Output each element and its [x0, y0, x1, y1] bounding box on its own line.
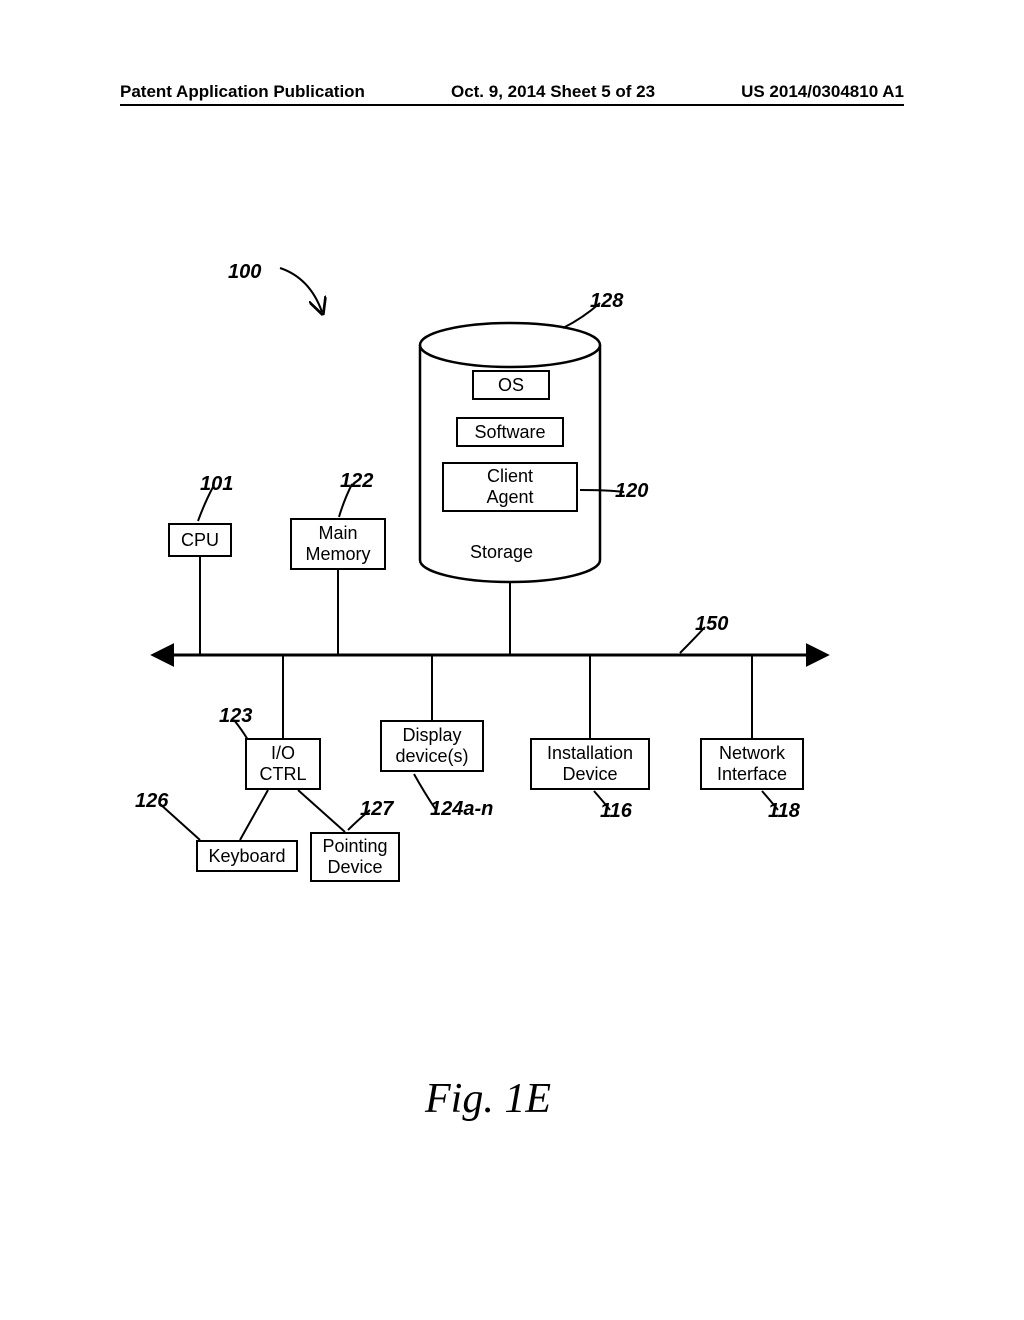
page-header: Patent Application Publication Oct. 9, 2… — [120, 82, 904, 106]
storage-label: Storage — [470, 542, 533, 563]
display-devices-box: Display device(s) — [380, 720, 484, 772]
keyboard-box: Keyboard — [196, 840, 298, 872]
cpu-box: CPU — [168, 523, 232, 557]
ref-101: 101 — [200, 473, 233, 496]
ref-150: 150 — [695, 613, 728, 636]
storage-software-box: Software — [456, 417, 564, 447]
storage-client-agent-box: Client Agent — [442, 462, 578, 512]
main-memory-box: Main Memory — [290, 518, 386, 570]
ref-100: 100 — [228, 261, 261, 284]
ref-123: 123 — [219, 705, 252, 728]
ref-120: 120 — [615, 480, 648, 503]
ref-126: 126 — [135, 790, 168, 813]
header-right: US 2014/0304810 A1 — [741, 82, 904, 102]
ref-116: 116 — [600, 800, 632, 823]
page: Patent Application Publication Oct. 9, 2… — [0, 0, 1024, 1320]
io-ctrl-box: I/O CTRL — [245, 738, 321, 790]
ref-127: 127 — [360, 798, 393, 821]
header-center: Oct. 9, 2014 Sheet 5 of 23 — [451, 82, 655, 102]
header-left: Patent Application Publication — [120, 82, 365, 102]
installation-device-box: Installation Device — [530, 738, 650, 790]
ref-128: 128 — [590, 290, 623, 313]
ref-122: 122 — [340, 470, 373, 493]
ref-118: 118 — [768, 800, 800, 823]
pointing-device-box: Pointing Device — [310, 832, 400, 882]
network-interface-box: Network Interface — [700, 738, 804, 790]
ref-124an: 124a-n — [430, 798, 493, 821]
figure-caption: Fig. 1E — [425, 1075, 551, 1123]
storage-os-box: OS — [472, 370, 550, 400]
